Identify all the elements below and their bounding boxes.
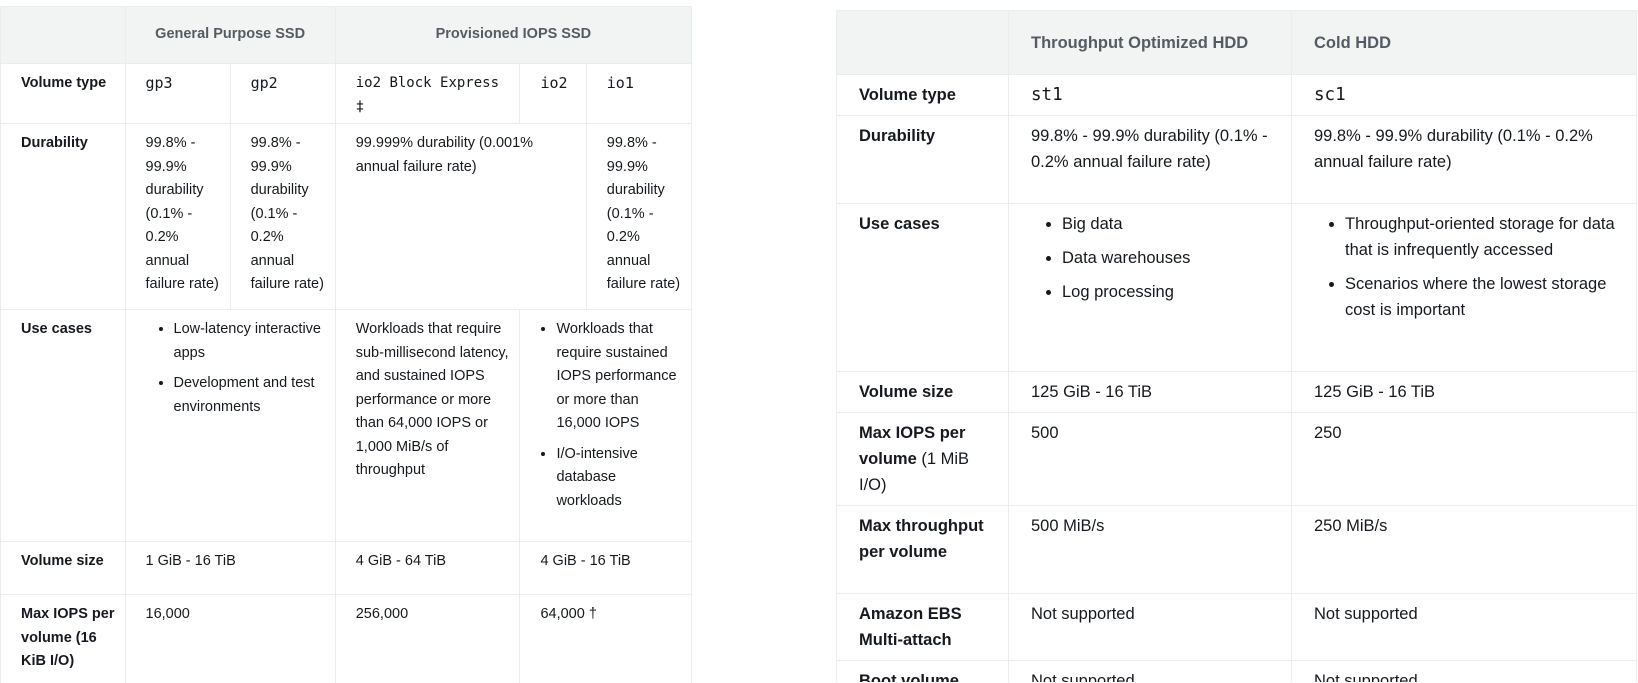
list-item: Data warehouses xyxy=(1062,245,1279,271)
cell-st1-max-iops: 500 xyxy=(1008,412,1292,506)
cell-st1: st1 xyxy=(1008,74,1292,116)
cell-io1-durability: 99.8% - 99.9% durability (0.1% - 0.2% an… xyxy=(585,123,693,310)
cell-io-max-iops: 64,000 † xyxy=(519,594,692,683)
row-boot-volume: Boot volume Not supported Not supported xyxy=(836,660,1637,682)
cell-sc1-max-iops: 250 xyxy=(1291,412,1637,506)
row-volume-type: Volume type gp3 gp2 io2 Block Express ‡ … xyxy=(0,63,693,124)
ssd-comparison-panel: General Purpose SSD Provisioned IOPS SSD… xyxy=(0,6,710,683)
cell-sc1-durability: 99.8% - 99.9% durability (0.1% - 0.2% an… xyxy=(1291,115,1637,204)
list-item: Workloads that require sustained IOPS pe… xyxy=(556,318,685,436)
row-multi-attach: Amazon EBS Multi-attach Not supported No… xyxy=(836,593,1637,661)
cell-sc1-use-cases: Throughput-oriented storage for data tha… xyxy=(1291,203,1637,372)
list-item: Development and test environments xyxy=(174,372,329,419)
header-row: General Purpose SSD Provisioned IOPS SSD xyxy=(0,6,693,64)
row-label-use-cases: Use cases xyxy=(836,203,1009,372)
cell-io-volume-size: 4 GiB - 16 TiB xyxy=(519,541,692,595)
cell-sc1-boot-volume: Not supported xyxy=(1291,660,1637,682)
row-label-use-cases: Use cases xyxy=(0,309,126,542)
row-label-volume-type: Volume type xyxy=(0,63,126,124)
row-max-iops: Max IOPS per volume (16 KiB I/O) 16,000 … xyxy=(0,594,692,683)
list-item: Big data xyxy=(1062,211,1279,237)
list-item: Low-latency interactive apps xyxy=(174,318,329,365)
st1-use-cases-list: Big data Data warehouses Log processing xyxy=(1031,211,1279,305)
cell-st1-boot-volume: Not supported xyxy=(1008,660,1292,682)
list-item: Log processing xyxy=(1062,279,1279,305)
row-label-multi-attach: Amazon EBS Multi-attach xyxy=(836,593,1009,661)
cell-gp3: gp3 xyxy=(124,63,231,124)
header-general-purpose-ssd: General Purpose SSD xyxy=(124,6,336,64)
max-iops-label: Max IOPS per volume xyxy=(859,424,966,468)
io-use-cases-list: Workloads that require sustained IOPS pe… xyxy=(528,318,685,513)
row-label-max-iops: Max IOPS per volume (1 MiB I/O) xyxy=(836,412,1009,506)
cell-io-use-cases: Workloads that require sustained IOPS pe… xyxy=(519,309,692,542)
cell-io1: io1 xyxy=(585,63,693,124)
cell-io2: io2 xyxy=(519,63,587,124)
header-row: Throughput Optimized HDD Cold HDD xyxy=(836,10,1637,75)
cell-st1-durability: 99.8% - 99.9% durability (0.1% - 0.2% an… xyxy=(1008,115,1292,204)
row-use-cases: Use cases Low-latency interactive apps D… xyxy=(0,309,692,542)
cell-gp-use-cases: Low-latency interactive apps Development… xyxy=(124,309,336,542)
io2-block-express-label: io2 Block Express ‡ xyxy=(355,75,500,115)
header-cold-hdd: Cold HDD xyxy=(1291,10,1637,75)
row-volume-type: Volume type st1 sc1 xyxy=(836,74,1637,116)
max-iops-unit: (1 MiB I/O) xyxy=(859,450,970,494)
row-label-durability: Durability xyxy=(836,115,1009,204)
cell-gp-max-iops: 16,000 xyxy=(124,594,336,683)
cell-io2-durability: 99.999% durability (0.001% annual failur… xyxy=(334,123,587,310)
row-label-max-throughput: Max throughput per volume xyxy=(836,505,1009,594)
cell-gp2: gp2 xyxy=(229,63,336,124)
cell-gp2-durability: 99.8% - 99.9% durability (0.1% - 0.2% an… xyxy=(229,123,336,310)
header-throughput-optimized-hdd: Throughput Optimized HDD xyxy=(1008,10,1292,75)
cell-st1-use-cases: Big data Data warehouses Log processing xyxy=(1008,203,1292,372)
cell-io2be-max-iops: 256,000 xyxy=(334,594,521,683)
gp-use-cases-list: Low-latency interactive apps Development… xyxy=(146,318,329,419)
row-max-throughput: Max throughput per volume 500 MiB/s 250 … xyxy=(836,505,1637,594)
header-provisioned-iops-ssd: Provisioned IOPS SSD xyxy=(334,6,693,64)
row-label-boot-volume: Boot volume xyxy=(836,660,1009,682)
row-max-iops: Max IOPS per volume (1 MiB I/O) 500 250 xyxy=(836,412,1637,506)
row-label-volume-type: Volume type xyxy=(836,74,1009,116)
row-use-cases: Use cases Big data Data warehouses Log p… xyxy=(836,203,1637,372)
cell-st1-volume-size: 125 GiB - 16 TiB xyxy=(1008,371,1292,413)
sc1-use-cases-list: Throughput-oriented storage for data tha… xyxy=(1314,211,1624,323)
cell-sc1-volume-size: 125 GiB - 16 TiB xyxy=(1291,371,1637,413)
cell-io2be-volume-size: 4 GiB - 64 TiB xyxy=(334,541,521,595)
list-item: I/O-intensive database workloads xyxy=(556,443,685,514)
row-volume-size: Volume size 125 GiB - 16 TiB 125 GiB - 1… xyxy=(836,371,1637,413)
cell-sc1: sc1 xyxy=(1291,74,1637,116)
list-item: Throughput-oriented storage for data tha… xyxy=(1345,211,1624,263)
row-durability: Durability 99.8% - 99.9% durability (0.1… xyxy=(0,123,693,310)
row-label-volume-size: Volume size xyxy=(836,371,1009,413)
corner-cell xyxy=(0,6,126,64)
list-item: Scenarios where the lowest storage cost … xyxy=(1345,271,1624,323)
cell-io2be-use-cases: Workloads that require sub-millisecond l… xyxy=(334,309,521,542)
row-label-volume-size: Volume size xyxy=(0,541,126,595)
row-volume-size: Volume size 1 GiB - 16 TiB 4 GiB - 64 Ti… xyxy=(0,541,692,595)
cell-sc1-multi-attach: Not supported xyxy=(1291,593,1637,661)
cell-gp-volume-size: 1 GiB - 16 TiB xyxy=(124,541,336,595)
cell-gp3-durability: 99.8% - 99.9% durability (0.1% - 0.2% an… xyxy=(124,123,231,310)
row-label-max-iops: Max IOPS per volume (16 KiB I/O) xyxy=(0,594,126,683)
row-label-durability: Durability xyxy=(0,123,126,310)
cell-st1-multi-attach: Not supported xyxy=(1008,593,1292,661)
corner-cell xyxy=(836,10,1009,75)
cell-sc1-max-throughput: 250 MiB/s xyxy=(1291,505,1637,594)
hdd-comparison-table: Throughput Optimized HDD Cold HDD Volume… xyxy=(836,10,1637,682)
hdd-comparison-panel: Throughput Optimized HDD Cold HDD Volume… xyxy=(836,10,1638,682)
cell-st1-max-throughput: 500 MiB/s xyxy=(1008,505,1292,594)
ssd-comparison-table: General Purpose SSD Provisioned IOPS SSD… xyxy=(0,6,693,683)
row-durability: Durability 99.8% - 99.9% durability (0.1… xyxy=(836,115,1637,204)
cell-io2-block-express: io2 Block Express ‡ xyxy=(334,63,521,124)
